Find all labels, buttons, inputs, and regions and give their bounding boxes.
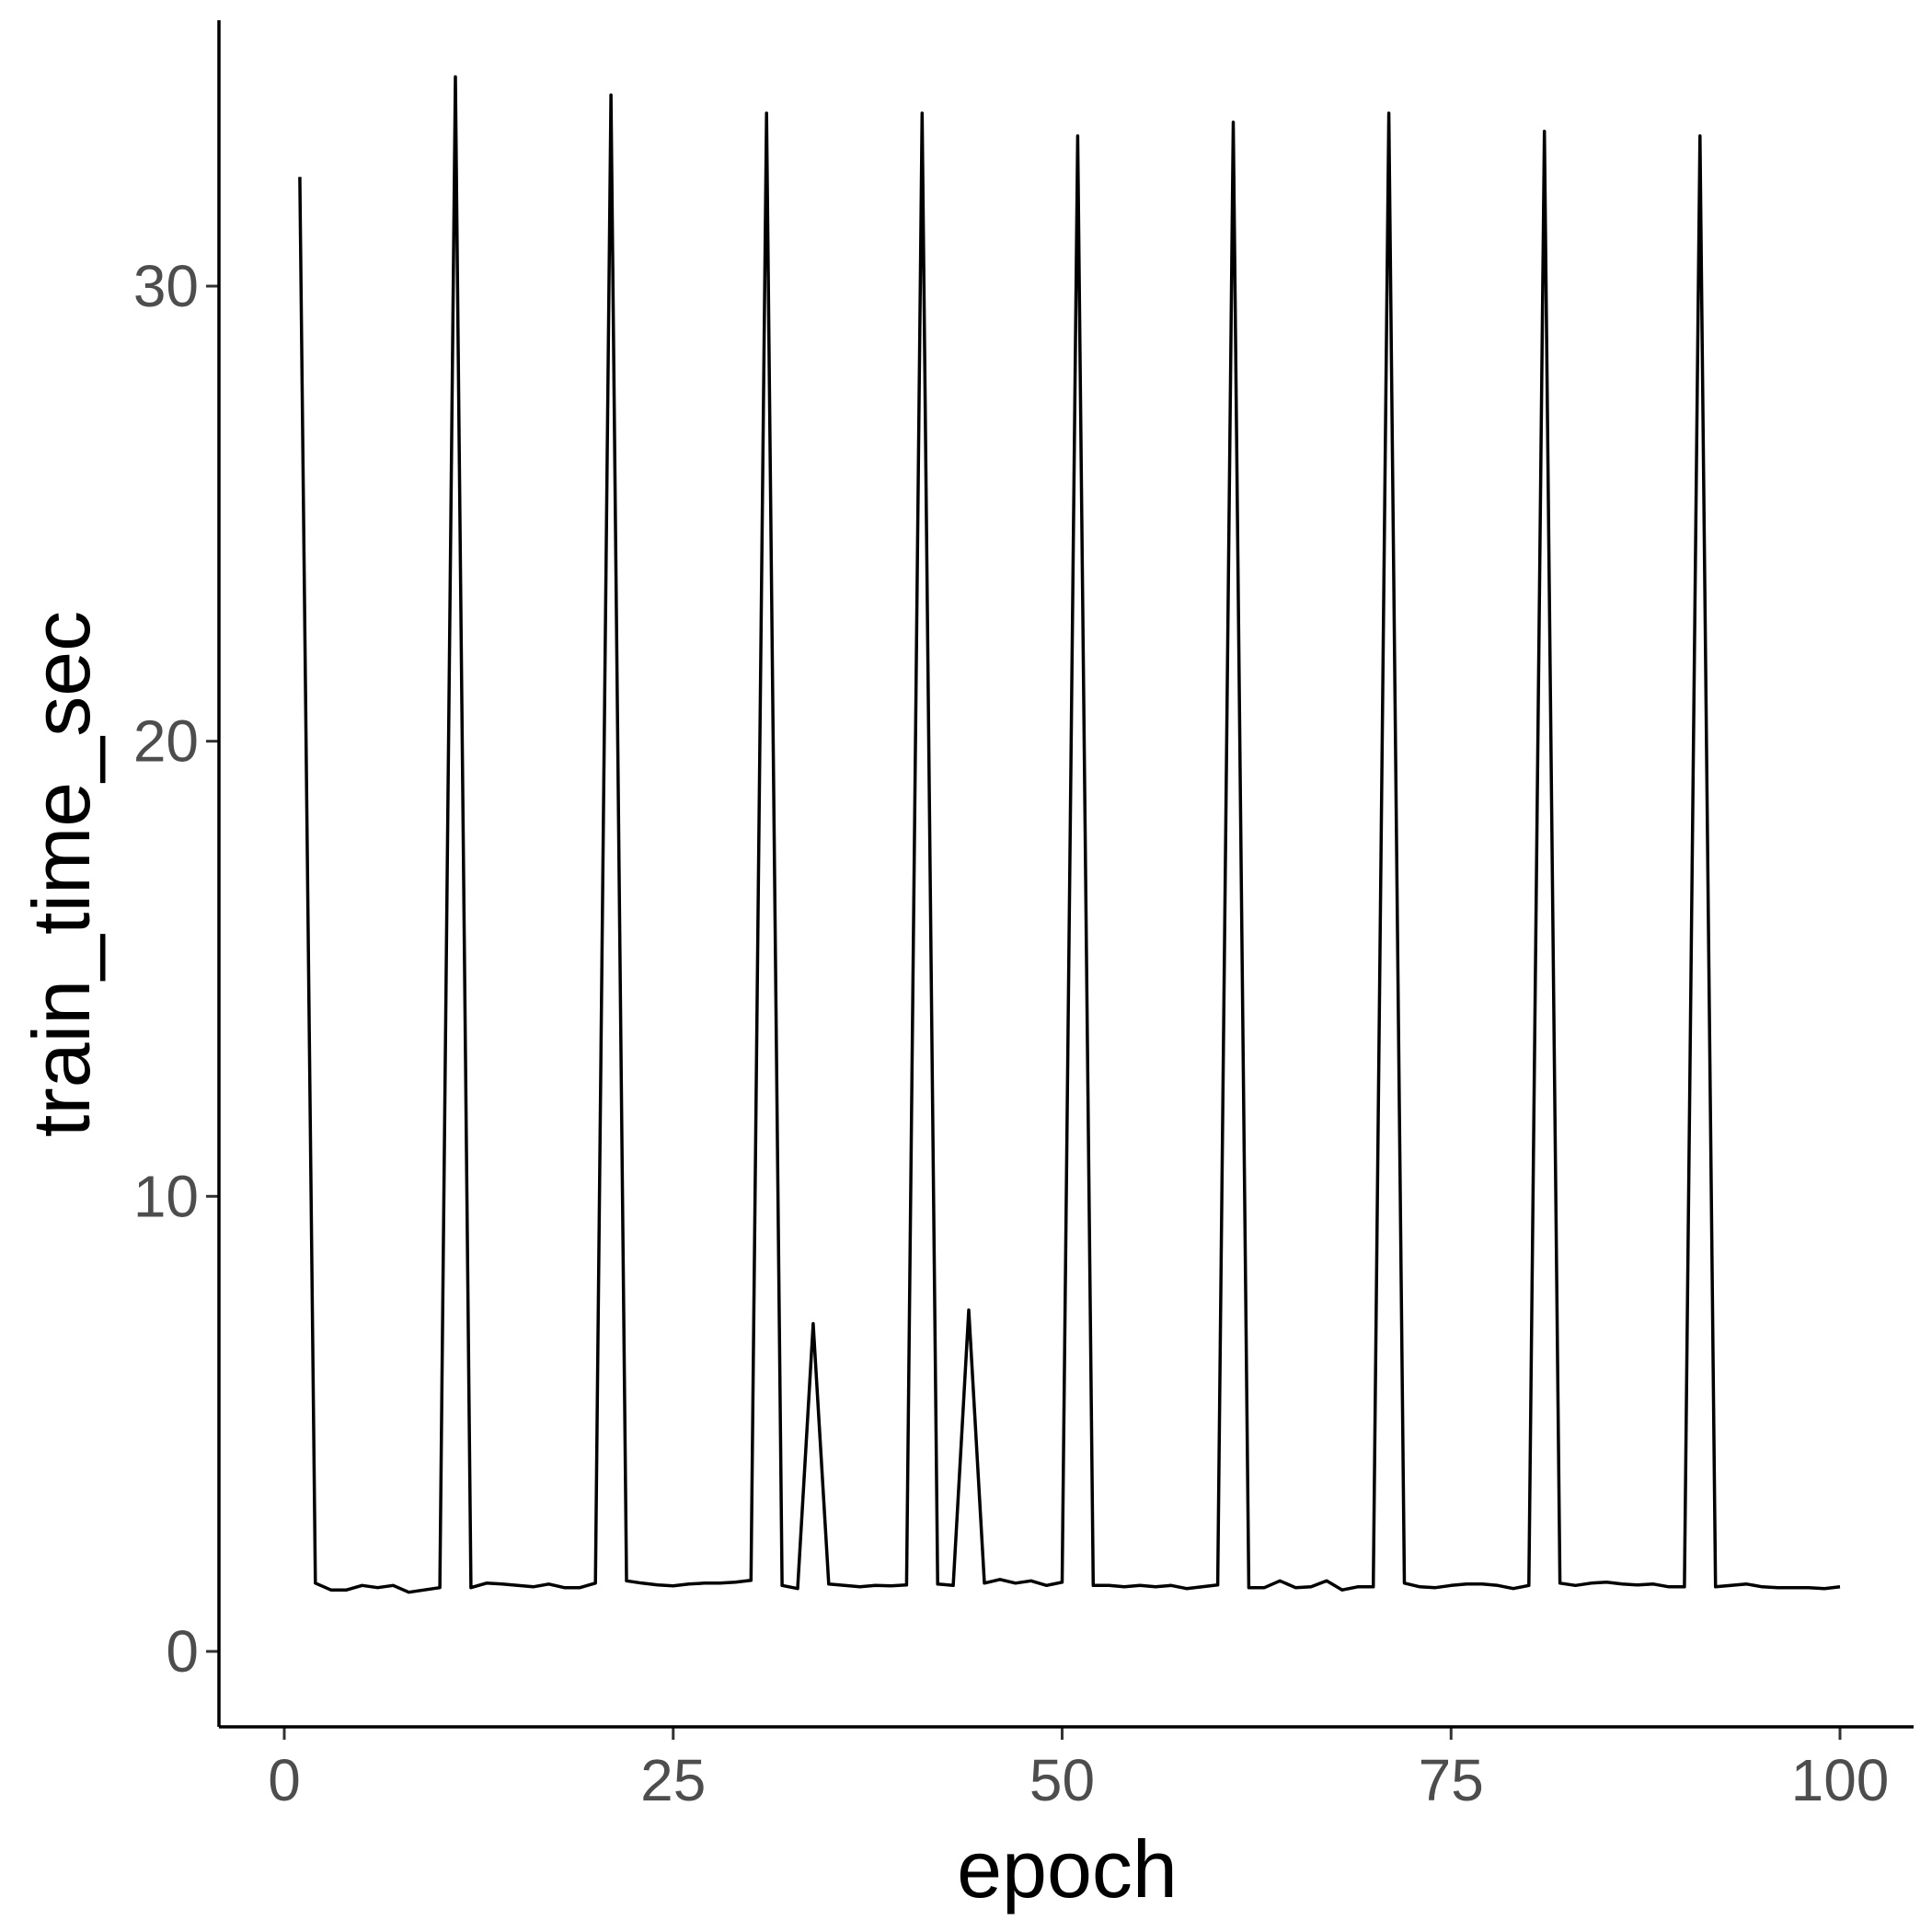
y-axis-title: train_time_sec xyxy=(16,611,107,1137)
y-axis-ticks: 0 10 20 30 xyxy=(133,253,219,1685)
x-tick-label: 50 xyxy=(1029,1747,1095,1813)
y-tick-label: 30 xyxy=(133,253,199,319)
x-tick-label: 100 xyxy=(1791,1747,1890,1813)
plot-area xyxy=(298,75,1841,1594)
series-line xyxy=(298,75,1841,1594)
x-axis-ticks: 0 25 50 75 100 xyxy=(268,1727,1889,1813)
y-tick-label: 10 xyxy=(133,1163,199,1229)
x-tick-label: 0 xyxy=(268,1747,301,1813)
y-tick-label: 20 xyxy=(133,708,199,775)
y-tick-label: 0 xyxy=(166,1618,199,1685)
x-tick-label: 75 xyxy=(1419,1747,1484,1813)
x-axis-title: epoch xyxy=(957,1823,1178,1915)
x-tick-label: 25 xyxy=(640,1747,706,1813)
